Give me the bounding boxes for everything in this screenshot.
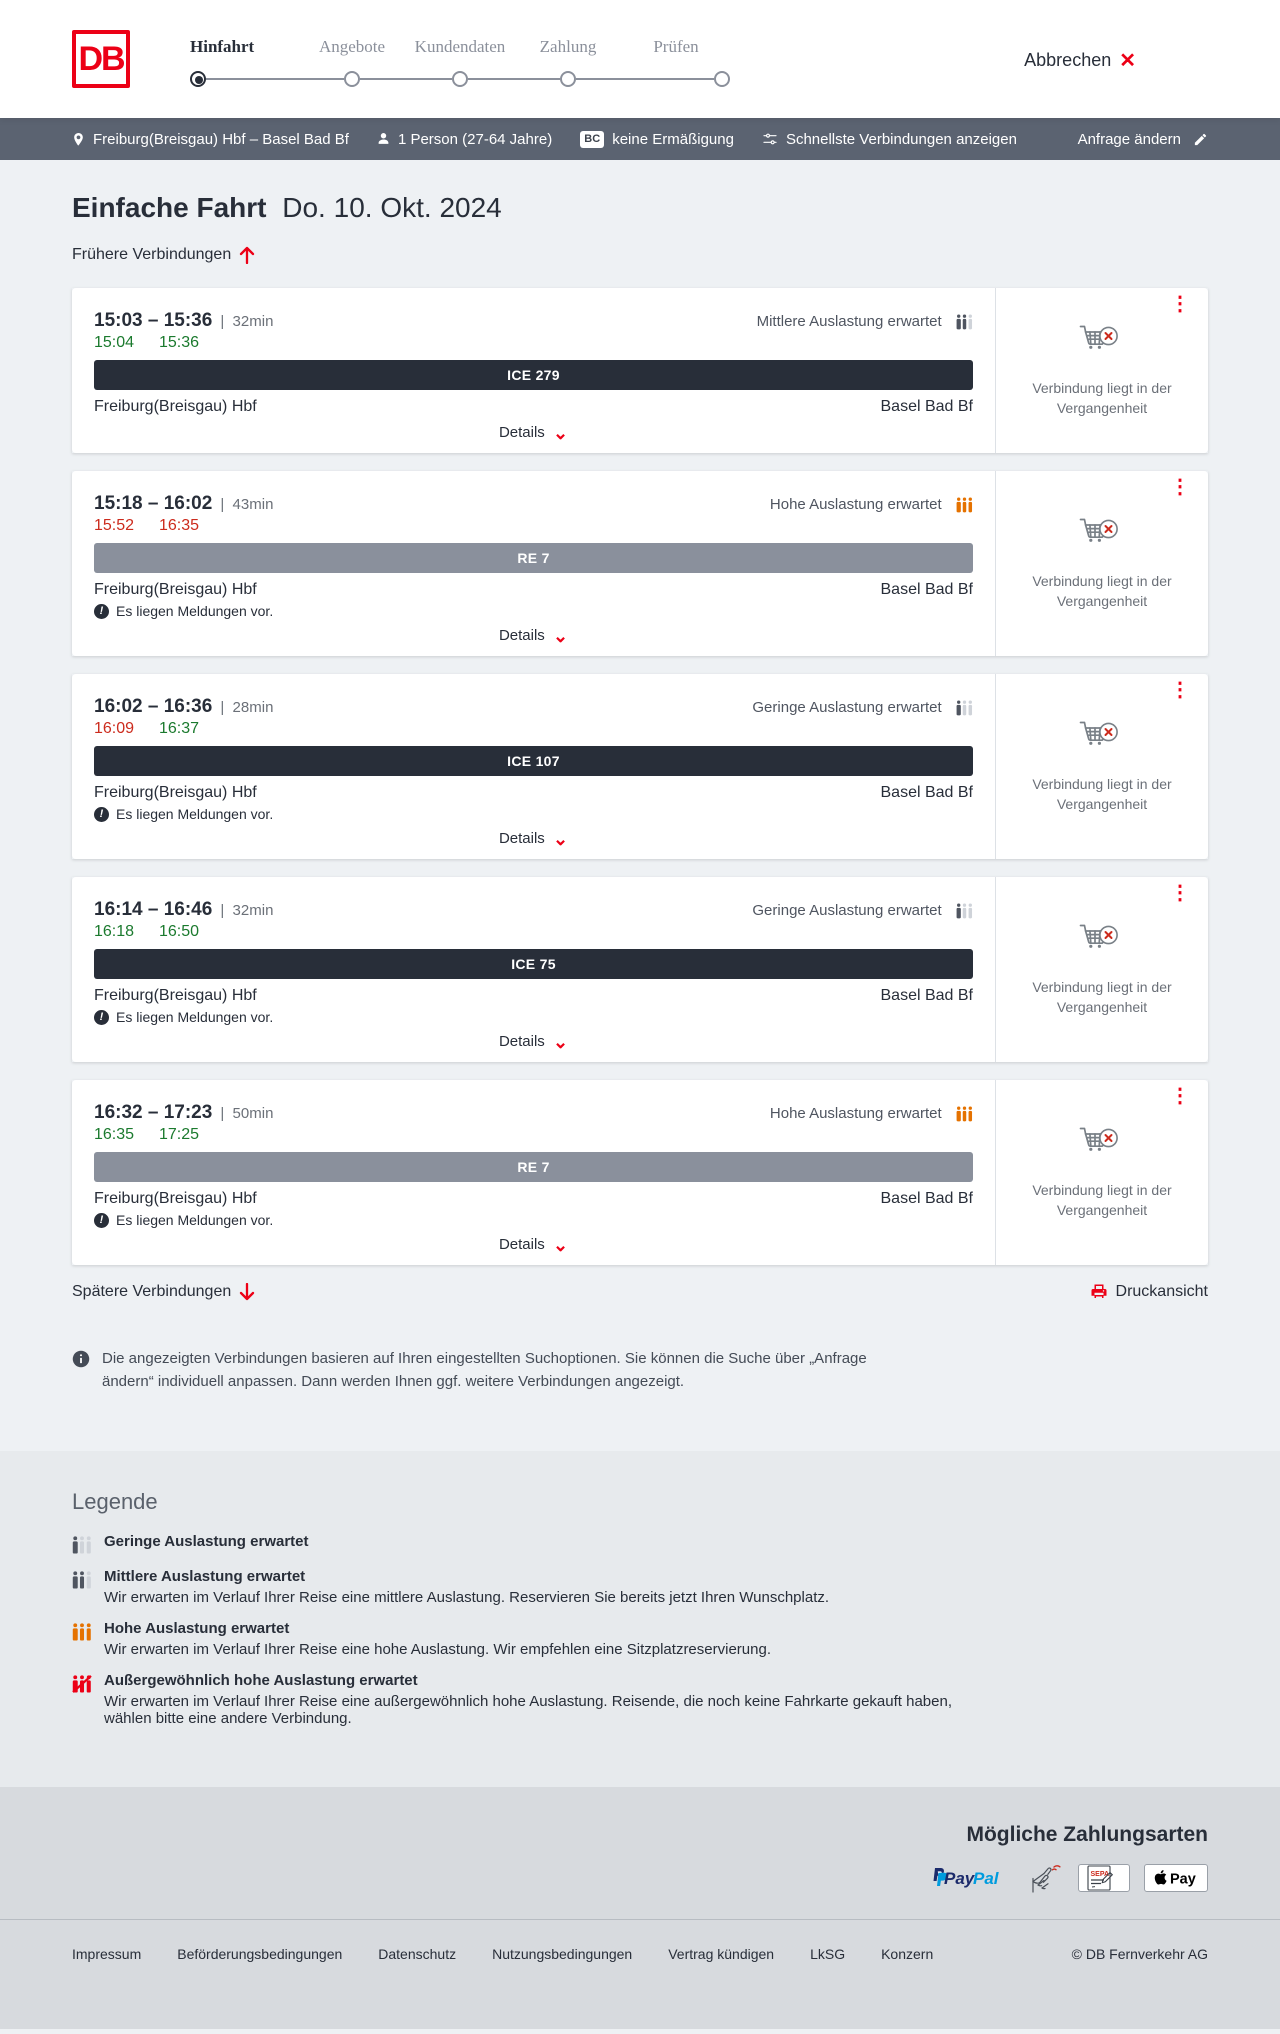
svg-text:Pay: Pay — [1170, 1871, 1196, 1887]
svg-text:Pay: Pay — [944, 1869, 976, 1888]
svg-text:Pal: Pal — [973, 1869, 1000, 1888]
